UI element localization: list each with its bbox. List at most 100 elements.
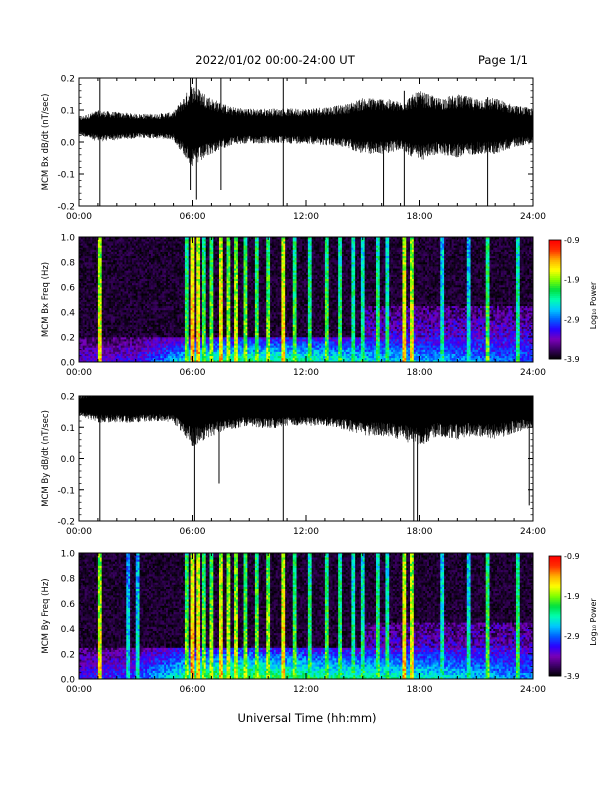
bx-spectrogram-cell (107, 289, 110, 292)
bx-spectrogram-cell (211, 309, 214, 313)
bx-spectrogram-cell (107, 355, 110, 359)
bx-spectrogram-cell (84, 347, 87, 350)
bx-spectrogram-cell (131, 270, 135, 273)
bx-spectrogram-cell (101, 339, 104, 342)
bx-spectrogram-cell (203, 293, 207, 296)
bx-spectrogram-cell (200, 243, 203, 246)
bx-spectrogram-cell (99, 255, 102, 259)
bx-spectrogram-cell (196, 255, 199, 259)
bx-spectrogram-cell (86, 305, 89, 309)
bx-spectrogram-cell (188, 293, 191, 296)
bx-spectrogram-cell (158, 345, 161, 348)
bx-spectrogram-cell (116, 351, 120, 354)
bx-spectrogram-cell (97, 257, 101, 261)
bx-spectrogram-cell (209, 345, 212, 348)
bx-spectrogram-cell (128, 334, 131, 338)
bx-spectrogram-cell (181, 357, 184, 361)
bx-spectrogram-cell (175, 297, 178, 300)
bx-spectrogram-cell (171, 303, 174, 307)
bx-spectrogram-cell (169, 270, 172, 273)
bx-spectrogram-cell (177, 284, 180, 288)
bx-spectrogram-cell (84, 324, 87, 327)
bx-spectrogram-cell (84, 255, 87, 259)
bx-spectrogram-cell (177, 347, 180, 350)
bx-spectrogram-cell (166, 303, 169, 307)
bx-spectrogram-cell (211, 276, 214, 279)
bx-spectrogram-cell (135, 251, 138, 254)
bx-spectrogram-cell (222, 359, 225, 363)
bx-spectrogram-cell (145, 251, 148, 254)
bx-spectrogram-cell (186, 345, 190, 348)
bx-spectrogram-cell (198, 324, 201, 327)
bx-spectrogram-cell (218, 264, 222, 267)
bx-spectrogram-cell (143, 264, 146, 267)
bx-spectrogram-cell (192, 297, 195, 300)
bx-spectrogram-cell (99, 349, 102, 352)
bx-spectrogram-cell (196, 307, 199, 311)
bx-spectrogram-cell (213, 284, 216, 288)
bx-spectrogram-cell (200, 295, 203, 298)
bx-spectrogram-cell (222, 259, 225, 263)
bx-spectrogram-cell (152, 297, 155, 300)
bx-spectrogram-cell (188, 312, 191, 315)
bx-spectrogram-cell (179, 314, 182, 317)
bx-spectrogram-cell (169, 293, 172, 296)
bx-spectrogram-cell (188, 299, 191, 302)
bx-spectrogram-cell (97, 249, 101, 252)
bx-spectrogram-cell (230, 293, 233, 296)
bx-spectrogram-cell (143, 270, 146, 273)
bx-spectrogram-cell (92, 262, 95, 265)
bx-spectrogram-cell (186, 284, 190, 288)
bx-spectrogram-cell (203, 284, 207, 288)
bx-spectrogram-cell (215, 351, 218, 354)
bx-spectrogram-cell (94, 301, 97, 304)
bx-spectrogram-cell (167, 245, 171, 248)
bx-spectrogram-cell (183, 312, 186, 315)
bx-spectrogram-cell (94, 282, 97, 286)
bx-spectrogram-cell (109, 337, 112, 340)
bx-spectrogram-cell (228, 351, 231, 354)
bx-spectrogram-cell (181, 299, 184, 302)
bx-spectrogram-cell (230, 241, 233, 244)
bx-spectrogram-cell (103, 355, 106, 359)
bx-spectrogram-cell (111, 307, 114, 311)
bx-spectrogram-cell (203, 339, 207, 342)
bx-spectrogram-cell (173, 237, 176, 240)
bx-spectrogram-cell (114, 359, 118, 363)
bx-spectrogram-cell (130, 272, 133, 275)
bx-spectrogram-cell (222, 297, 225, 300)
bx-spectrogram-cell (88, 359, 91, 363)
bx-spectrogram-cell (228, 291, 231, 294)
bx-spectrogram-cell (114, 332, 118, 336)
bx-spectrogram-cell (190, 355, 193, 359)
bx-spectrogram-cell (82, 280, 85, 284)
bx-spectrogram-cell (143, 289, 146, 292)
bx-spectrogram-cell (124, 303, 127, 307)
bx-spectrogram-cell (86, 251, 89, 254)
bx-spectrogram-cell (99, 262, 102, 265)
bx-spectrogram-cell (118, 280, 121, 284)
bx-spectrogram-cell (113, 330, 116, 334)
bx-spectrogram-cell (128, 243, 131, 246)
bx-spectrogram-cell (97, 326, 101, 329)
bx-spectrogram-cell (192, 334, 195, 338)
bx-spectrogram-cell (205, 249, 208, 252)
bx-spectrogram-cell (183, 274, 186, 277)
bx-spectrogram-cell (122, 318, 125, 321)
bx-spectrogram-cell (179, 339, 182, 342)
bx-spectrogram-cell (103, 239, 106, 242)
bx-spectrogram-cell (230, 330, 233, 334)
bx-spectrogram-cell (171, 330, 174, 334)
bx-spectrogram-cell (171, 322, 174, 325)
bx-spectrogram-cell (150, 255, 154, 259)
bx-spectrogram-cell (209, 347, 212, 350)
bx-spectrogram-cell (177, 276, 180, 279)
bx-spectrogram-cell (217, 316, 220, 319)
bx-spectrogram-cell (177, 345, 180, 348)
bx-spectrogram-cell (228, 241, 231, 244)
bx-spectrogram-cell (135, 297, 138, 300)
bx-spectrogram-cell (118, 312, 121, 315)
bx-spectrogram-cell (97, 322, 101, 325)
bx-spectrogram-cell (194, 284, 197, 288)
bx-spectrogram-cell (181, 237, 184, 240)
